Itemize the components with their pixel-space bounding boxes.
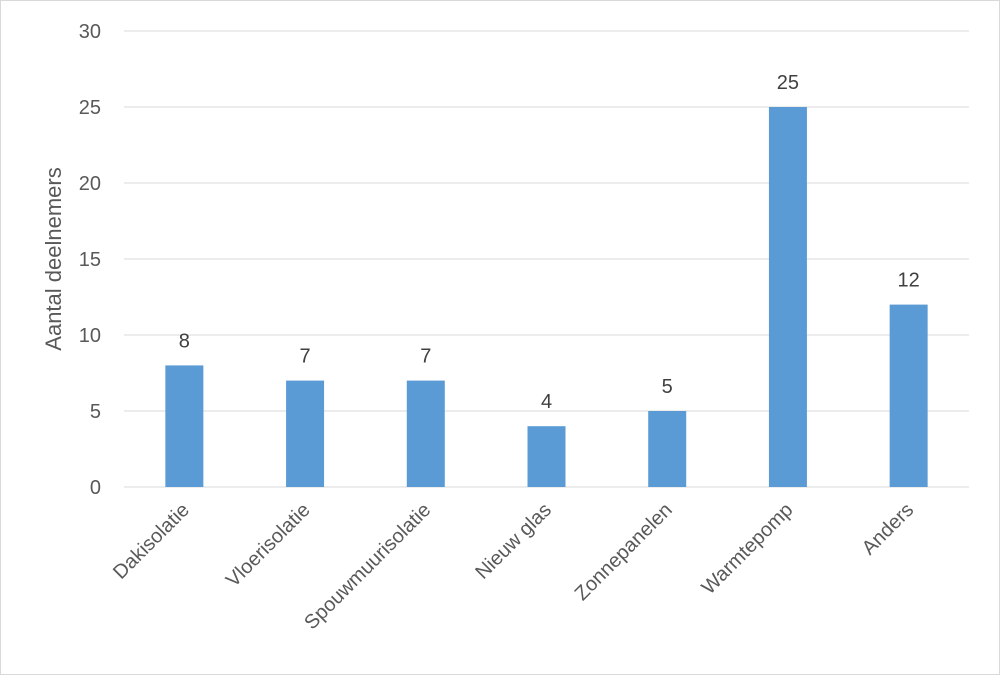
bar (648, 411, 687, 487)
bar (406, 380, 445, 487)
y-tick-labels: 0 5 10 15 20 25 30 (79, 21, 101, 499)
bar-data-label: 8 (179, 330, 190, 352)
y-tick-label: 0 (90, 477, 101, 499)
gridlines (124, 30, 969, 488)
y-tick-label: 25 (79, 97, 101, 119)
bar-data-label: 12 (898, 270, 920, 292)
bar-data-label: 4 (541, 391, 552, 413)
y-tick-label: 10 (79, 325, 101, 347)
bar (768, 107, 807, 487)
y-tick-label: 15 (79, 249, 101, 271)
bar (527, 426, 566, 487)
x-tick-label: Warmtepomp (698, 499, 798, 599)
x-tick-label: Anders (858, 499, 918, 559)
y-axis-title: Aantal deelnemers (41, 167, 66, 350)
bar-data-label: 25 (777, 72, 799, 94)
bar-data-label: 5 (662, 376, 673, 398)
bar (165, 365, 204, 487)
bars (165, 107, 928, 487)
bar-data-label: 7 (420, 346, 431, 368)
y-tick-label: 30 (79, 21, 101, 43)
bar (286, 380, 325, 487)
data-labels: 8 7 7 4 5 25 12 (179, 72, 920, 413)
x-tick-label: Zonnepanelen (571, 499, 677, 605)
y-tick-label: 5 (90, 401, 101, 423)
x-tick-label: Nieuw glas (471, 499, 556, 584)
y-tick-label: 20 (79, 173, 101, 195)
bar (889, 304, 928, 487)
x-tick-label: Dakisolatie (109, 499, 194, 584)
x-tick-labels: Dakisolatie VloerisolatieSpouwmuurisolati… (109, 499, 918, 634)
bar-data-label: 7 (300, 346, 311, 368)
x-tick-label: Spouwmuurisolatie (300, 499, 435, 634)
x-tick-label: Vloerisolatie (222, 499, 315, 592)
